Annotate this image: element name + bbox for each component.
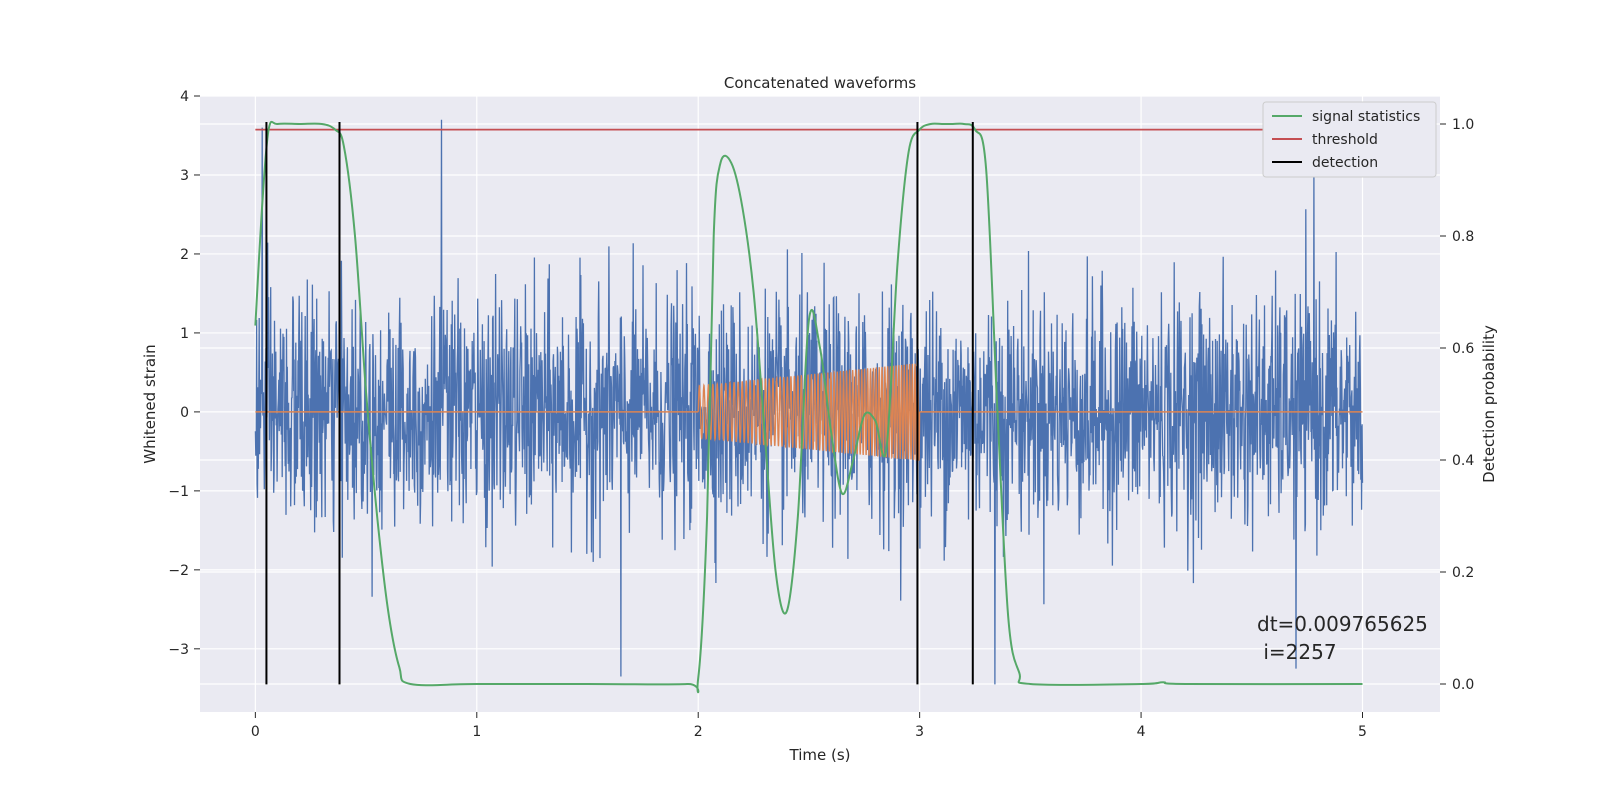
chart-title: Concatenated waveforms xyxy=(724,74,916,92)
x-tick-label: 4 xyxy=(1137,724,1146,740)
y-axis-right-label: Detection probability xyxy=(1480,325,1498,483)
annotation-dt: dt=0.009765625 xyxy=(1257,612,1428,636)
tick-labels: 0 1 2 3 4 5 −3 −2 −1 0 1 2 3 4 0.0 0.2 0.4 0.6 0.8 1.0 xyxy=(168,89,1474,740)
y-right-tick-label: 0.2 xyxy=(1452,565,1474,581)
x-tick-label: 3 xyxy=(915,724,924,740)
y-right-tick-label: 0.0 xyxy=(1452,677,1474,693)
y-tick-label: −2 xyxy=(168,563,189,579)
legend-label-signal-statistics: signal statistics xyxy=(1312,109,1420,125)
y-tick-label: 4 xyxy=(180,89,189,105)
legend: signal statistics threshold detection xyxy=(1262,101,1437,178)
y-tick-label: −3 xyxy=(168,642,189,658)
legend-label-detection: detection xyxy=(1312,155,1378,171)
legend-label-threshold: threshold xyxy=(1312,132,1378,148)
right-axis-series xyxy=(254,120,1363,694)
x-tick-label: 2 xyxy=(694,724,703,740)
y-right-tick-label: 1.0 xyxy=(1452,117,1474,133)
y-right-tick-label: 0.4 xyxy=(1452,453,1474,469)
y-right-tick-label: 0.6 xyxy=(1452,341,1474,357)
template-series xyxy=(255,363,1363,461)
x-tick-label: 1 xyxy=(472,724,481,740)
y-right-tick-label: 0.8 xyxy=(1452,229,1474,245)
x-tick-label: 0 xyxy=(251,724,260,740)
y-tick-label: 3 xyxy=(180,168,189,184)
y-tick-label: 0 xyxy=(180,405,189,421)
x-tick-label: 5 xyxy=(1358,724,1367,740)
template-chirp-line xyxy=(697,363,921,461)
strain-line xyxy=(254,119,1364,685)
signal-statistics-line xyxy=(254,120,1363,694)
annotation-index: i=2257 xyxy=(1257,640,1337,664)
y-tick-label: 2 xyxy=(180,247,189,263)
detection-lines xyxy=(265,122,974,685)
x-axis-label: Time (s) xyxy=(789,746,851,764)
strain-series xyxy=(254,119,1364,685)
y-tick-label: −1 xyxy=(168,484,189,500)
y-tick-label: 1 xyxy=(180,326,189,342)
legend-box xyxy=(1262,101,1437,178)
y-axis-label: Whitened strain xyxy=(141,344,159,463)
